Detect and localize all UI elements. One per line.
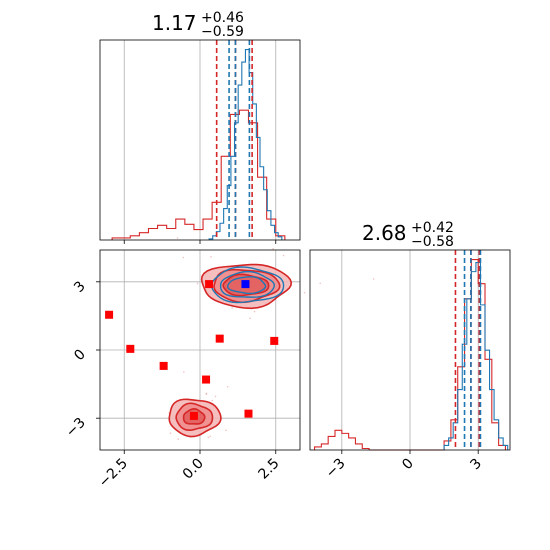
joint-red-square-marker — [202, 375, 211, 384]
marginal-y-panel: −3 0 3 2.68 +0.42 −0.58 — [309, 220, 511, 482]
joint-red-square-marker — [244, 409, 253, 418]
joint-sample-point — [182, 256, 185, 259]
joint-red-square-marker — [215, 334, 224, 343]
joint-sample-point — [214, 395, 217, 398]
joint-sample-point — [225, 429, 227, 432]
joint-y-tick-label: 0 — [71, 347, 89, 365]
joint-sample-point — [303, 291, 306, 294]
joint-red-contour-line — [213, 268, 281, 304]
joint-sample-point — [183, 371, 185, 373]
joint-sample-point — [169, 432, 172, 434]
marginal-y-tick-label: 3 — [467, 456, 485, 474]
marginal-y-title-sup: +0.42 — [411, 220, 454, 236]
joint-red-contour-line — [200, 263, 293, 310]
joint-blue-contour-line — [219, 270, 276, 298]
joint-sample-point — [272, 248, 274, 250]
joint-red-square-marker — [189, 411, 198, 420]
marginal-x-blue-histogram — [208, 48, 283, 240]
joint-red-contour-line — [175, 402, 214, 432]
joint-sample-point — [207, 436, 210, 439]
joint-sample-point — [210, 255, 212, 258]
joint-x-tick-label: 0.0 — [180, 456, 207, 483]
joint-sample-point — [176, 237, 179, 239]
marginal-x-title-sup: +0.46 — [201, 10, 244, 26]
joint-red-square-marker — [270, 336, 279, 345]
joint-blue-contour-line — [227, 276, 267, 295]
marginal-y-tick-label: 0 — [399, 456, 417, 474]
joint-sample-point — [205, 392, 208, 395]
marginal-x-title-sub: −0.59 — [201, 24, 244, 40]
marginal-y-title-sub: −0.58 — [411, 234, 454, 250]
joint-blue-square-marker — [241, 280, 250, 289]
joint-sample-point — [372, 278, 375, 280]
joint-red-contour-line — [182, 408, 206, 425]
marginal-x-panel: 1.17 +0.46 −0.59 — [99, 10, 301, 244]
marginal-x-red-histogram — [111, 109, 286, 240]
joint-red-contour-line — [168, 398, 222, 438]
joint-sample-point — [177, 438, 180, 440]
joint-red-square-marker — [105, 310, 114, 319]
joint-sample-point — [209, 435, 211, 438]
joint-red-square-marker — [159, 361, 168, 370]
joint-x-tick-label: −2.5 — [96, 456, 131, 491]
joint-sample-point — [226, 386, 229, 388]
marginal-y-tick-label: −3 — [323, 456, 349, 482]
joint-x-tick-label: 2.5 — [256, 456, 283, 483]
joint-sample-point — [211, 399, 213, 402]
joint-sample-point — [253, 310, 256, 313]
joint-red-square-marker — [126, 344, 135, 353]
joint-sample-point — [196, 282, 199, 285]
marginal-x-title: 1.17 — [152, 11, 197, 35]
joint-sample-point — [249, 317, 251, 320]
marginal-y-blue-histogram — [443, 262, 509, 450]
joint-sample-point — [282, 254, 285, 257]
joint-y-tick-label: 3 — [71, 278, 89, 296]
joint-y-tick-label: −3 — [63, 415, 89, 441]
joint-sample-point — [231, 307, 234, 309]
joint-sample-point — [319, 282, 322, 285]
marginal-y-title: 2.68 — [362, 221, 407, 245]
joint-panel: −2.5 0.0 2.5 3 0 −3 — [63, 237, 375, 491]
joint-red-square-marker — [205, 280, 214, 289]
